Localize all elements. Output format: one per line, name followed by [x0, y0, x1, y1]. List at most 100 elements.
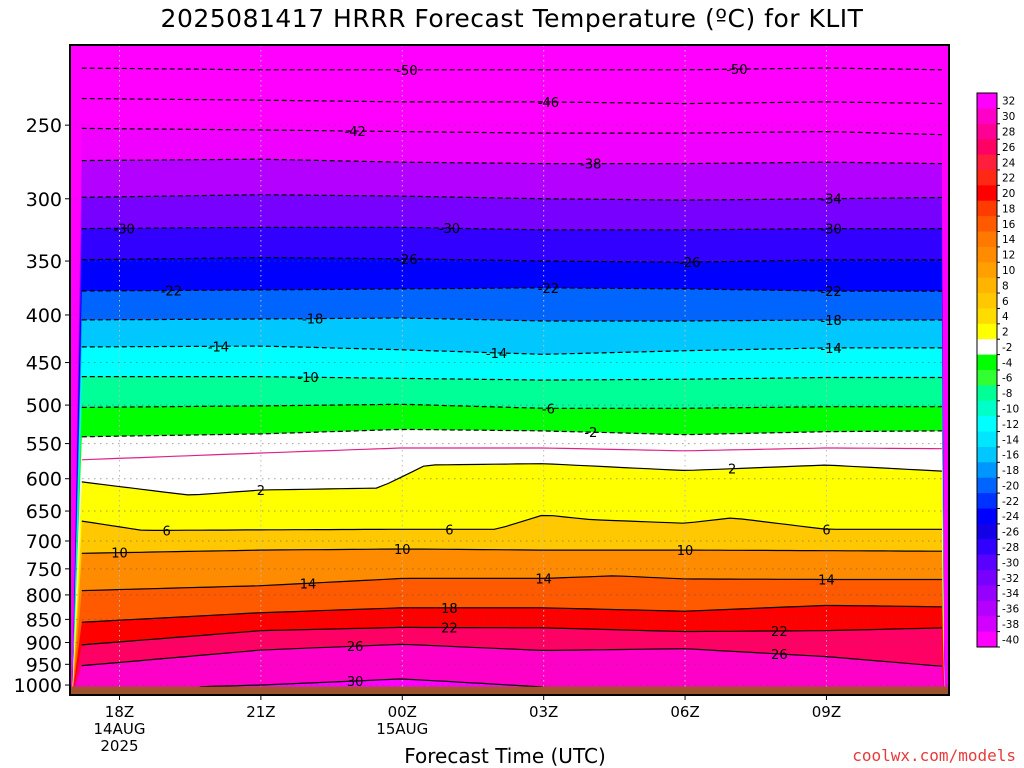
- ytick-label: 650: [26, 501, 62, 523]
- contour--50: [81, 67, 942, 71]
- contour-label: 30: [347, 675, 364, 690]
- colorbar-swatch: [977, 154, 997, 171]
- colorbar-label: 6: [1002, 296, 1009, 308]
- colorbar-swatch: [977, 308, 997, 325]
- contour-label: 14: [300, 577, 317, 592]
- colorbar-swatch: [977, 616, 997, 633]
- colorbar-label: 12: [1002, 250, 1015, 262]
- contour-label: -22: [821, 285, 842, 300]
- colorbar-swatch: [977, 370, 997, 386]
- contour-label: -10: [297, 371, 318, 386]
- ytick-label: 500: [26, 395, 62, 417]
- contour-14: [81, 575, 942, 592]
- ytick-label: 950: [26, 654, 62, 676]
- xtick-label: 2025: [100, 737, 138, 755]
- colorbar-label: -20: [1002, 480, 1019, 492]
- temperature-fill-bands: [70, 45, 949, 695]
- contour-label: -30: [114, 222, 135, 237]
- ytick-label: 800: [26, 585, 62, 607]
- colorbar-swatch: [977, 462, 997, 479]
- ytick-label: 1000: [14, 675, 62, 697]
- colorbar-label: -32: [1002, 573, 1019, 585]
- contour--18: [81, 317, 942, 322]
- contour-30: [199, 678, 565, 691]
- xtick-label: 03Z: [529, 703, 558, 721]
- ytick-label: 750: [26, 559, 62, 581]
- contour-label: -34: [821, 193, 842, 208]
- colorbar-swatch: [977, 354, 997, 371]
- colorbar-swatch: [977, 416, 997, 432]
- contour-2: [81, 463, 942, 496]
- ytick-label: 900: [26, 632, 62, 654]
- contour-0: [81, 447, 942, 461]
- contour--2: [81, 428, 942, 438]
- colorbar-swatch: [977, 585, 997, 602]
- ytick-label: 300: [26, 189, 62, 211]
- colorbar-swatch: [977, 246, 997, 263]
- contour--30: [81, 226, 942, 231]
- contour-label: -26: [396, 253, 417, 268]
- contour-label: -14: [486, 347, 507, 362]
- colorbar-label: -22: [1002, 496, 1019, 508]
- colorbar-label: 4: [1002, 311, 1009, 323]
- x-axis-label: Forecast Time (UTC): [404, 744, 606, 768]
- xtick-label: 18Z: [105, 703, 134, 721]
- colorbar-swatch: [977, 231, 997, 248]
- colorbar-swatch: [977, 108, 997, 125]
- colorbar-label: -30: [1002, 557, 1019, 569]
- colorbar-swatch: [977, 339, 997, 356]
- contour-label: 26: [771, 648, 788, 663]
- colorbar-swatch: [977, 446, 997, 463]
- colorbar-swatch: [977, 277, 997, 294]
- contour-label: -46: [538, 96, 559, 111]
- ytick-label: 700: [26, 531, 62, 553]
- contour-label: -42: [345, 125, 366, 140]
- colorbar-swatch: [977, 600, 997, 617]
- contour-label: -6: [542, 402, 555, 417]
- contour-label: -38: [580, 158, 601, 173]
- contour-label: -22: [161, 284, 182, 299]
- credit-text: coolwx.com/models: [852, 746, 1016, 765]
- contour-label: -30: [821, 223, 842, 238]
- band-below-26: [72, 644, 945, 695]
- surface-fill: [70, 686, 949, 695]
- colorbar-swatch: [977, 385, 997, 402]
- colorbar-label: -10: [1002, 403, 1019, 415]
- ground-surface: [70, 686, 949, 695]
- colorbar-swatch: [977, 539, 997, 556]
- colorbar-label: -2: [1002, 342, 1012, 354]
- colorbar-label: -34: [1002, 588, 1019, 600]
- colorbar-label: -18: [1002, 465, 1019, 477]
- colorbar-label: 16: [1002, 219, 1016, 231]
- colorbar-label: 26: [1002, 142, 1016, 154]
- contour-label: -14: [208, 340, 229, 355]
- contour--34: [81, 194, 942, 201]
- contour-label: -30: [439, 222, 460, 237]
- contour-label: 18: [441, 602, 458, 617]
- colorbar-swatch: [977, 139, 997, 155]
- colorbar-label: 22: [1002, 173, 1015, 185]
- colorbar-swatch: [977, 631, 997, 648]
- colorbar-label: 20: [1002, 188, 1015, 200]
- contour-label: -26: [679, 256, 700, 271]
- contour-label: 22: [771, 625, 788, 640]
- ytick-label: 250: [26, 115, 62, 137]
- xtick-label: 00Z: [388, 703, 417, 721]
- contour-label: -22: [538, 282, 559, 297]
- contour--10: [81, 376, 942, 381]
- contour-label: -18: [302, 313, 323, 328]
- contour-26: [81, 643, 942, 667]
- colorbar-label: 32: [1002, 96, 1015, 108]
- plot-frame: [69, 44, 950, 696]
- contour--14: [81, 345, 942, 355]
- colorbar-label: -38: [1002, 619, 1019, 631]
- contour--42: [81, 127, 942, 136]
- colorbar-label: 30: [1002, 111, 1015, 123]
- pressure-axis: 2503003504004505005506006507007508008509…: [14, 115, 70, 697]
- xtick-label: 06Z: [670, 703, 699, 721]
- colorbar-swatch: [977, 169, 997, 186]
- xtick-label: 09Z: [812, 703, 841, 721]
- colorbar-swatch: [977, 554, 997, 571]
- colorbar-label: 2: [1002, 327, 1009, 339]
